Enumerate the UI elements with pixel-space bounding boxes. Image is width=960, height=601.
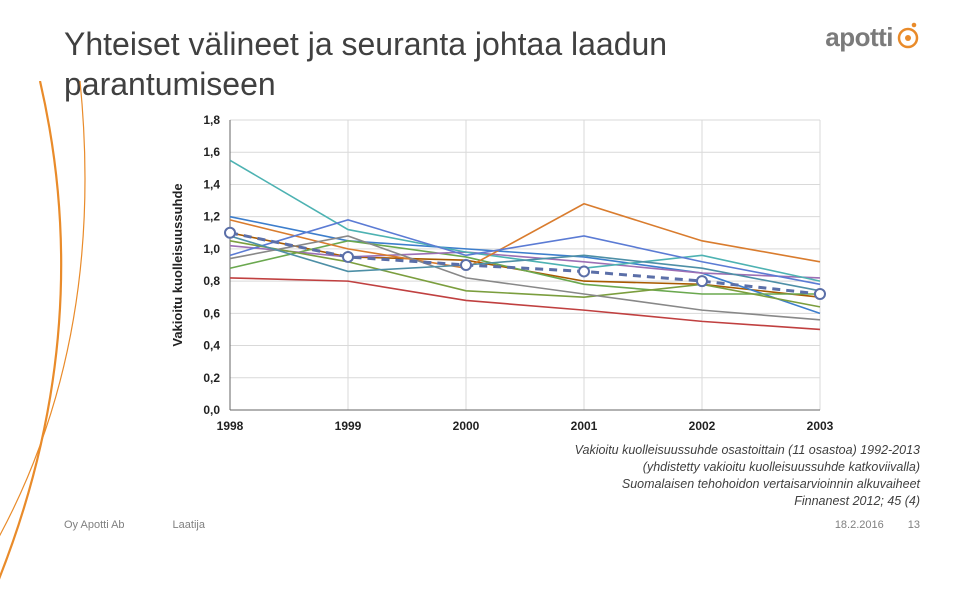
svg-text:0,2: 0,2: [203, 371, 220, 385]
svg-text:2001: 2001: [571, 419, 598, 433]
chart-caption: Vakioitu kuolleisuussuhde osastoittain (…: [575, 442, 920, 510]
svg-text:0,0: 0,0: [203, 403, 220, 417]
footer-page: 13: [908, 519, 920, 531]
logo-icon: [896, 20, 920, 55]
chart-svg: 0,0 0,2 0,4 0,6 0,8 1,0 1,2 1,4 1,6 1,8 1998 1999 20…: [160, 110, 840, 440]
svg-text:1,8: 1,8: [203, 113, 220, 127]
svg-text:2003: 2003: [807, 419, 834, 433]
svg-text:0,6: 0,6: [203, 306, 220, 320]
svg-text:1,2: 1,2: [203, 210, 220, 224]
chart: 0,0 0,2 0,4 0,6 0,8 1,0 1,2 1,4 1,6 1,8 1998 1999 20…: [160, 110, 840, 440]
svg-text:1,6: 1,6: [203, 145, 220, 159]
page-title: Yhteiset välineet ja seuranta johtaa laa…: [64, 24, 784, 104]
svg-text:2002: 2002: [689, 419, 716, 433]
svg-text:1,0: 1,0: [203, 242, 220, 256]
svg-text:2000: 2000: [453, 419, 480, 433]
footer-left: Oy Apotti Ab Laatija: [64, 519, 205, 531]
brand-logo: apotti: [825, 20, 920, 55]
svg-text:1999: 1999: [335, 419, 362, 433]
svg-text:1,4: 1,4: [203, 177, 220, 191]
caption-line: Finnanest 2012; 45 (4): [575, 493, 920, 510]
footer-right: 18.2.2016 13: [835, 519, 920, 531]
caption-line: Suomalaisen tehohoidon vertaisarvioinnin…: [575, 476, 920, 493]
caption-line: (yhdistetty vakioitu kuolleisuussuhde ka…: [575, 459, 920, 476]
caption-line: Vakioitu kuolleisuussuhde osastoittain (…: [575, 442, 920, 459]
svg-text:0,8: 0,8: [203, 274, 220, 288]
svg-text:1998: 1998: [217, 419, 244, 433]
footer-date: 18.2.2016: [835, 519, 884, 531]
svg-text:Vakioitu kuolleisuussuhde: Vakioitu kuolleisuussuhde: [170, 183, 185, 346]
footer: Oy Apotti Ab Laatija 18.2.2016 13: [64, 519, 920, 531]
svg-text:0,4: 0,4: [203, 339, 220, 353]
slide-root: Yhteiset välineet ja seuranta johtaa laa…: [0, 0, 960, 541]
logo-text: apotti: [825, 22, 893, 53]
footer-author: Laatija: [173, 519, 205, 531]
footer-org: Oy Apotti Ab: [64, 519, 125, 531]
